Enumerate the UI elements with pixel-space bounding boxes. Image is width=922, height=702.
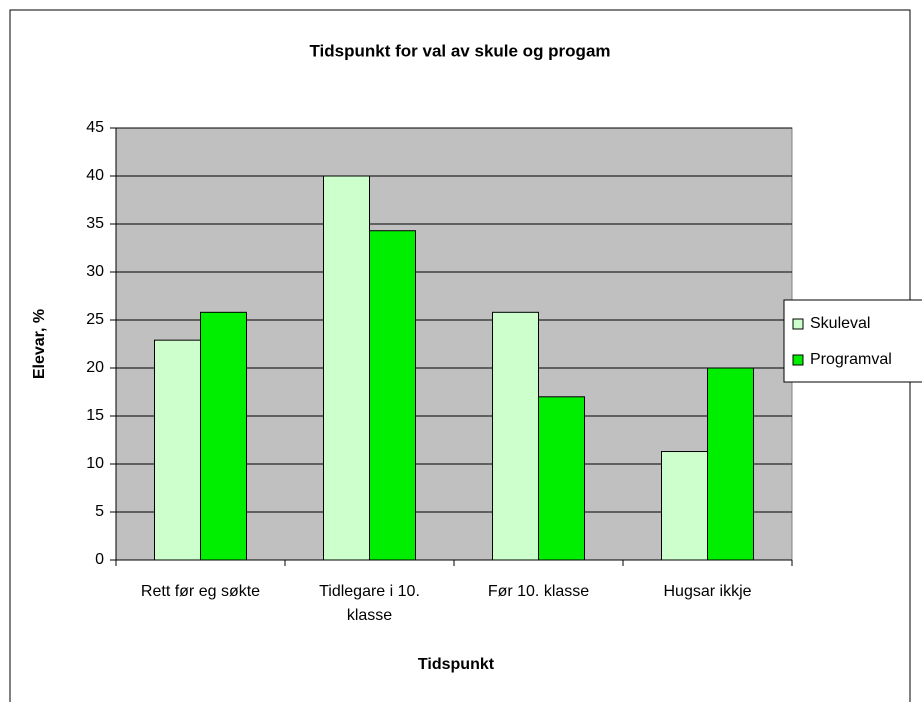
y-tick-label: 0 xyxy=(95,551,104,568)
legend-label: Programval xyxy=(810,351,892,368)
x-tick-label: Tidlegare i 10. klasse xyxy=(319,583,420,624)
y-tick-label: 20 xyxy=(86,359,104,376)
x-tick-label: Hugsar ikkje xyxy=(663,583,752,600)
bar xyxy=(661,451,708,561)
y-axis-title: Elevar, % xyxy=(31,309,48,379)
bar xyxy=(538,396,585,561)
y-tick-label: 10 xyxy=(86,455,104,472)
bar xyxy=(323,175,370,561)
bar xyxy=(707,367,754,561)
x-axis-title: Tidspunkt xyxy=(418,656,495,673)
bar xyxy=(369,230,416,561)
y-tick-label: 40 xyxy=(86,167,104,184)
bar xyxy=(200,311,247,561)
x-tick-label: Rett før eg søkte xyxy=(140,583,261,600)
legend-box xyxy=(783,299,922,383)
y-tick-label: 45 xyxy=(86,119,104,136)
chart-title: Tidspunkt for val av skule og progam xyxy=(309,41,610,60)
bar xyxy=(492,311,539,561)
bar xyxy=(154,339,201,561)
legend-label: Skuleval xyxy=(810,315,870,332)
y-tick-label: 35 xyxy=(86,215,104,232)
legend-swatch xyxy=(792,354,804,366)
y-tick-label: 15 xyxy=(86,407,104,424)
x-tick-label: Før 10. klasse xyxy=(487,583,590,600)
y-tick-label: 5 xyxy=(95,503,104,520)
y-tick-label: 25 xyxy=(86,311,104,328)
legend-swatch xyxy=(792,318,804,330)
y-tick-label: 30 xyxy=(86,263,104,280)
